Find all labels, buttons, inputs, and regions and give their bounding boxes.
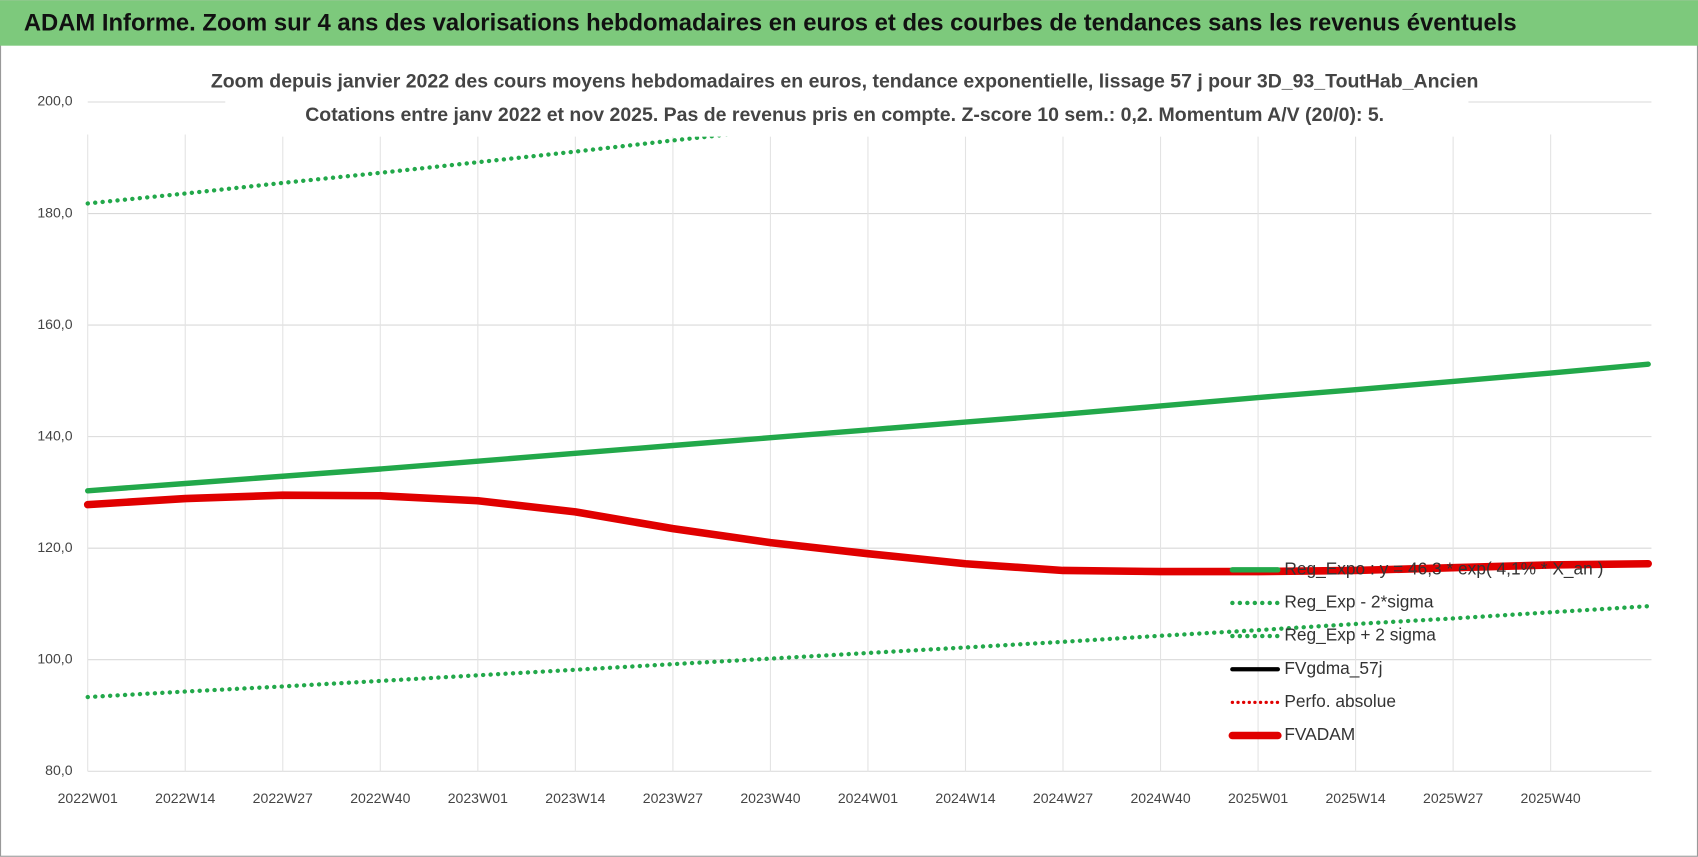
series-line	[83, 491, 1652, 576]
y-tick-label: 80,0	[45, 762, 73, 778]
x-tick-label: 2024W40	[1130, 790, 1190, 806]
x-tick-label: 2022W40	[350, 790, 410, 806]
legend-label: Perfo. absolue	[1284, 691, 1396, 711]
series-line	[85, 361, 1651, 494]
x-tick-label: 2023W40	[740, 790, 800, 806]
legend-label: Reg_Expo : y = 46,3 * exp( 4,1% * X_an )	[1284, 558, 1603, 578]
x-tick-label: 2023W01	[448, 790, 508, 806]
x-tick-label: 2025W27	[1423, 790, 1483, 806]
chart-subtitle: Cotations entre janv 2022 et nov 2025. P…	[305, 104, 1384, 126]
y-tick-label: 140,0	[37, 427, 72, 443]
x-tick-label: 2024W27	[1033, 790, 1093, 806]
legend: Reg_Expo : y = 46,3 * exp( 4,1% * X_an )…	[1228, 558, 1603, 744]
x-tick-label: 2022W27	[253, 790, 313, 806]
x-tick-label: 2024W14	[935, 790, 995, 806]
title-box	[225, 67, 1469, 137]
legend-label: FVgdma_57j	[1284, 658, 1382, 678]
x-tick-label: 2025W14	[1325, 790, 1385, 806]
y-tick-label: 200,0	[37, 93, 72, 109]
x-tick-label: 2025W40	[1521, 790, 1581, 806]
legend-label: Reg_Exp - 2*sigma	[1284, 592, 1434, 612]
legend-label: Reg_Exp + 2 sigma	[1284, 625, 1436, 645]
grid: 80,0 100,0 120,0 140,0 160,0 180,0 200,0 2022W0…	[37, 93, 1652, 806]
x-tick-label: 2022W14	[155, 790, 215, 806]
y-tick-label: 120,0	[37, 539, 72, 555]
series-line	[85, 604, 1651, 700]
y-tick-label: 160,0	[37, 316, 72, 332]
x-tick-label: 2024W01	[838, 790, 898, 806]
y-tick-label: 180,0	[37, 204, 72, 220]
chart-title: Zoom depuis janvier 2022 des cours moyen…	[211, 71, 1479, 93]
x-tick-label: 2022W01	[58, 790, 118, 806]
legend-label: FVADAM	[1284, 724, 1355, 744]
x-tick-label: 2025W01	[1228, 790, 1288, 806]
header-title: ADAM Informe. Zoom sur 4 ans des valoris…	[24, 9, 1517, 36]
x-tick-label: 2023W27	[643, 790, 703, 806]
x-tick-label: 2023W14	[545, 790, 605, 806]
y-tick-label: 100,0	[37, 650, 72, 666]
header-bar	[0, 0, 1698, 46]
plot-lines	[83, 102, 1652, 700]
